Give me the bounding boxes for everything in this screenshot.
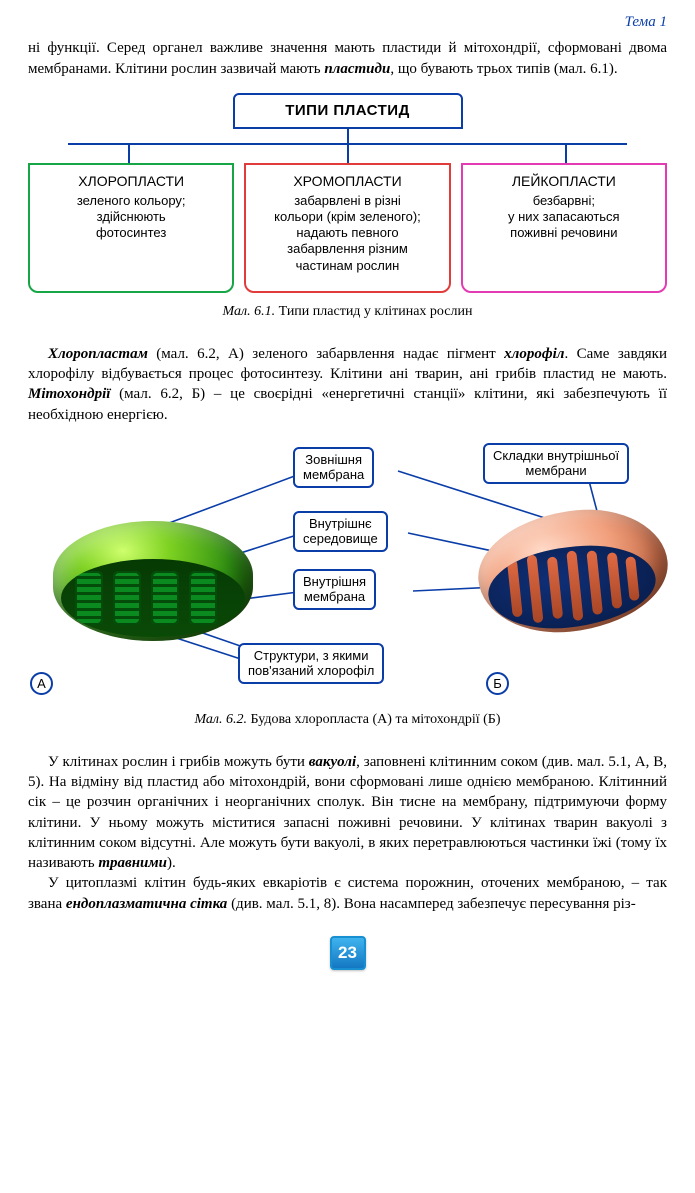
connector <box>68 145 627 163</box>
diagram1-root: ТИПИ ПЛАСТИД <box>233 93 463 129</box>
paragraph: У цитоплазмі клітин будь-яких евкаріотів… <box>28 873 667 914</box>
card-body: забарвлені в різнікольори (крім зеленого… <box>252 193 442 274</box>
organelle-structure-diagram: Зовнішнямембрана Складки внутрішньоїмемб… <box>28 441 668 701</box>
topic-label: Тема 1 <box>28 12 667 32</box>
figure-caption-6-1: Мал. 6.1. Типи пластид у клітинах рослин <box>28 303 667 322</box>
paragraph: У клітинах рослин і грибів можуть бути в… <box>28 752 667 874</box>
label-inner-folds: Складки внутрішньоїмембрани <box>483 443 629 484</box>
intro-paragraph: ні функції. Серед органел важливе значен… <box>28 38 667 79</box>
middle-paragraph: Хлоропластам (мал. 6.2, А) зеленого заба… <box>28 344 667 425</box>
card-chloroplasts: ХЛОРОПЛАСТИ зеленого кольору;здійснюютьф… <box>28 163 234 293</box>
mitochondrion-illustration <box>478 511 668 631</box>
chloroplast-illustration <box>53 521 253 641</box>
label-matrix: Внутрішнєсередовище <box>293 511 388 552</box>
card-chromoplasts: ХРОМОПЛАСТИ забарвлені в різнікольори (к… <box>244 163 450 293</box>
label-inner-membrane: Внутрішнямембрана <box>293 569 376 610</box>
card-leucoplasts: ЛЕЙКОПЛАСТИ безбарвні;у них запасаютьсяп… <box>461 163 667 293</box>
card-body: безбарвні;у них запасаютьсяпоживні речов… <box>469 193 659 242</box>
plastid-types-diagram: ТИПИ ПЛАСТИД ХЛОРОПЛАСТИ зеленого кольор… <box>28 93 667 322</box>
caption-number: Мал. 6.1. <box>223 304 276 319</box>
trailing-text: У клітинах рослин і грибів можуть бути в… <box>28 752 667 914</box>
card-title: ЛЕЙКОПЛАСТИ <box>469 173 659 191</box>
caption-text: Будова хлоропласта (А) та мітохондрії (Б… <box>251 712 501 727</box>
figure-caption-6-2: Мал. 6.2. Будова хлоропласта (А) та міто… <box>28 711 667 730</box>
card-title: ХЛОРОПЛАСТИ <box>36 173 226 191</box>
label-outer-membrane: Зовнішнямембрана <box>293 447 374 488</box>
card-title: ХРОМОПЛАСТИ <box>252 173 442 191</box>
label-chlorophyll: Структури, з якимипов'язаний хлорофіл <box>238 643 384 684</box>
page-number-badge: 23 <box>330 936 366 970</box>
card-body: зеленого кольору;здійснюютьфотосинтез <box>36 193 226 242</box>
connector <box>347 129 349 143</box>
caption-number: Мал. 6.2. <box>194 712 247 727</box>
caption-text: Типи пластид у клітинах рослин <box>279 304 473 319</box>
diagram1-cards-row: ХЛОРОПЛАСТИ зеленого кольору;здійснюютьф… <box>28 163 667 293</box>
